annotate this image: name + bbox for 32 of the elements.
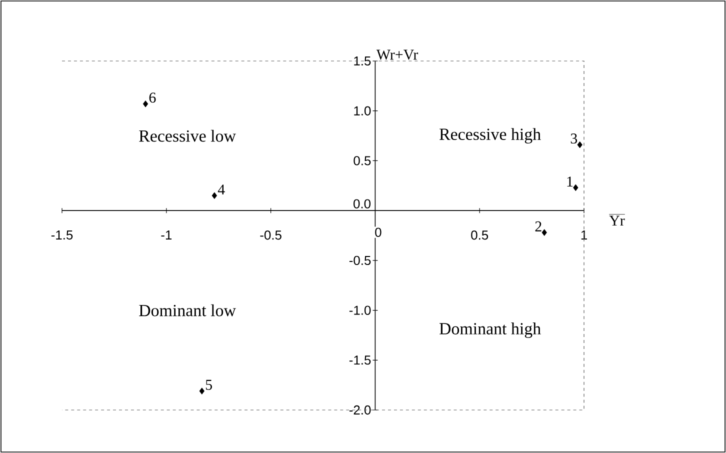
annotation: Recessive high xyxy=(439,128,541,144)
point xyxy=(577,141,582,148)
y-tick-label: -1.5 xyxy=(349,356,371,365)
point xyxy=(142,100,148,108)
annotation: 2 xyxy=(535,221,542,232)
y-axis-title: Wr+Vr xyxy=(376,50,418,60)
annotation: 5 xyxy=(206,380,212,390)
annotation: Dominant high xyxy=(439,322,541,338)
annotation: Recessive low xyxy=(139,130,236,142)
y-tick-label: -0.5 xyxy=(349,256,371,266)
y-tick-label: 1.0 xyxy=(354,106,371,116)
x-tick-label: 1 xyxy=(581,230,587,240)
y-tick-label: -2.0 xyxy=(349,405,371,415)
x-tick-label: -1 xyxy=(161,230,172,240)
annotation: 4 xyxy=(218,184,225,194)
y-tick-label: 0.5 xyxy=(354,156,371,166)
point xyxy=(199,388,204,394)
x-tick-label: -0.5 xyxy=(260,230,282,240)
x-tick-label: 0.5 xyxy=(471,230,488,240)
point xyxy=(542,229,547,236)
x-axis-title: Yr xyxy=(609,216,625,226)
point xyxy=(573,184,578,192)
point xyxy=(212,192,218,199)
y-tick-label: -1.0 xyxy=(349,306,371,315)
x-tick-label: 0 xyxy=(375,228,382,237)
annotation: 1 xyxy=(567,176,573,186)
annotation: 6 xyxy=(149,92,156,103)
y-tick-label: 1.5 xyxy=(354,56,371,66)
annotation: Dominant low xyxy=(139,304,236,316)
y-tick-label: 0.0 xyxy=(354,199,371,208)
x-tick-label: -1.5 xyxy=(51,230,73,240)
annotation: 3 xyxy=(570,134,578,144)
